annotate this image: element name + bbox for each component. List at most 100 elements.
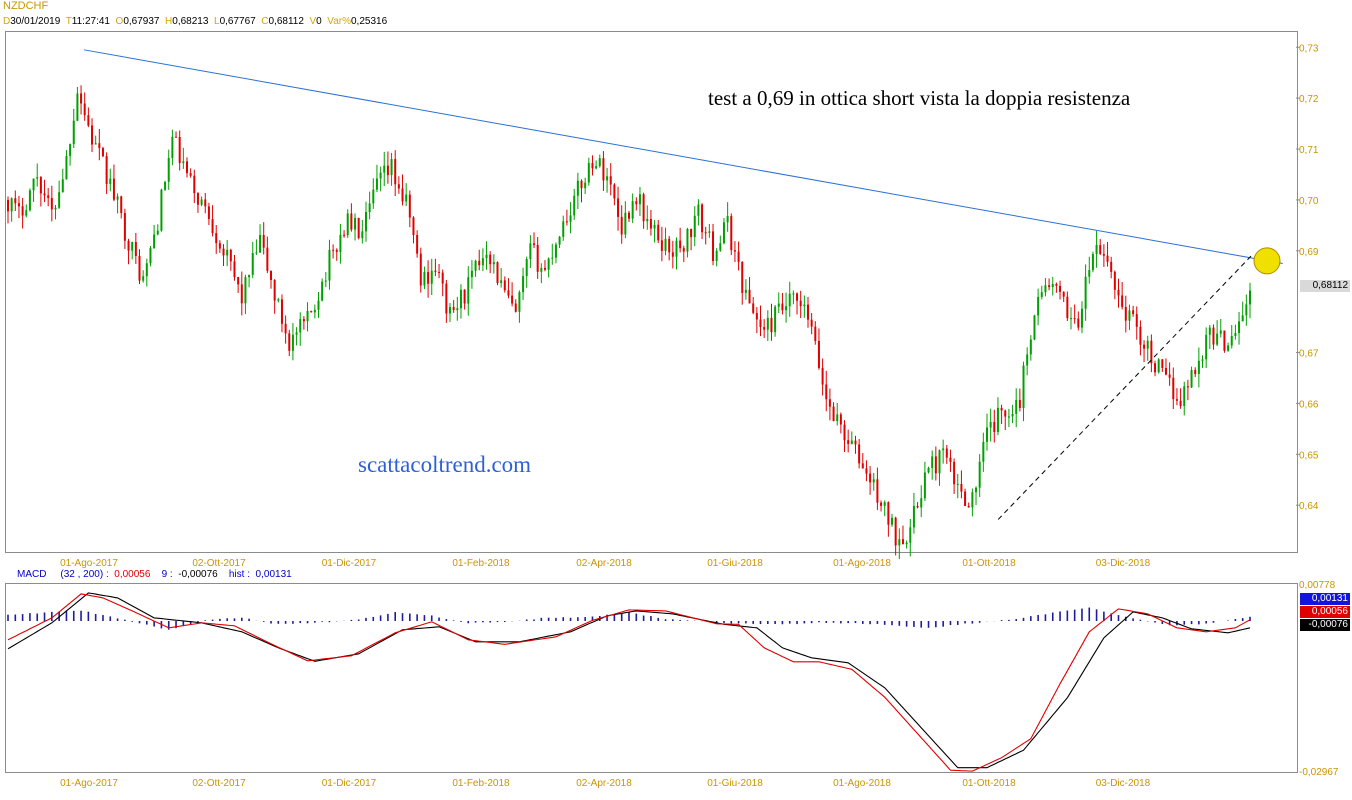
candle-body: [693, 215, 696, 238]
candle: [266, 236, 269, 274]
candle: [390, 152, 393, 186]
candle-body: [284, 323, 287, 334]
candle-body: [1015, 399, 1018, 414]
candle: [836, 402, 839, 426]
candle-body: [562, 221, 565, 237]
candle: [843, 420, 846, 453]
candle-body: [1201, 359, 1204, 361]
candle-body: [361, 231, 364, 239]
candle-body: [733, 250, 736, 252]
candle: [1110, 256, 1113, 279]
candle-body: [394, 159, 397, 185]
candle-body: [83, 103, 86, 116]
signal-line: [7, 592, 1251, 769]
quote-high: 0,68213: [172, 16, 209, 27]
candle: [701, 203, 704, 240]
candle-body: [171, 136, 174, 158]
candle: [1000, 404, 1003, 425]
candle-body: [1059, 285, 1062, 292]
candle-body: [843, 424, 846, 441]
candle-body: [211, 219, 214, 234]
candle: [825, 370, 828, 412]
candle-body: [1175, 399, 1178, 401]
candle: [412, 216, 415, 244]
candle-body: [704, 232, 707, 234]
candle: [777, 292, 780, 313]
candle: [244, 274, 247, 315]
candle: [324, 271, 327, 288]
candle-body: [934, 456, 937, 474]
candle-body: [441, 272, 444, 284]
candle-body: [156, 230, 159, 235]
candle: [28, 188, 31, 212]
candle: [839, 412, 842, 434]
candle: [624, 201, 627, 239]
candle: [1168, 362, 1171, 386]
candle-body: [953, 461, 956, 485]
candle-body: [478, 260, 481, 266]
candle-body: [1099, 245, 1102, 254]
candle: [1227, 342, 1230, 352]
candle: [496, 261, 499, 286]
price-pane[interactable]: [5, 31, 1298, 553]
candle: [712, 223, 715, 266]
candle-body: [872, 479, 875, 483]
candle-body: [463, 289, 466, 304]
macd-tick-label: 0,00778: [1299, 580, 1336, 591]
candle: [299, 312, 302, 346]
candle-body: [1132, 310, 1135, 315]
candle-body: [785, 306, 788, 311]
candle: [609, 163, 612, 196]
candle: [142, 270, 145, 283]
candle: [302, 316, 305, 330]
macd-hist-tag: 0,00131: [1300, 593, 1350, 605]
candle-body: [427, 272, 430, 284]
candle-body: [533, 243, 536, 245]
candle-body: [1029, 339, 1032, 355]
candle-body: [350, 213, 353, 230]
candle: [858, 439, 861, 469]
candle: [280, 294, 283, 333]
candle-body: [1143, 344, 1146, 349]
candle: [445, 279, 448, 323]
candle: [865, 460, 868, 482]
date-tick-label: 03-Dic-2018: [1096, 558, 1151, 569]
candle: [1091, 251, 1094, 273]
candle: [200, 196, 203, 207]
candle-body: [975, 487, 978, 493]
candle-body: [474, 260, 477, 271]
candle-body: [894, 517, 897, 546]
candle: [1117, 278, 1120, 308]
candle-body: [237, 277, 240, 285]
candle: [1143, 340, 1146, 363]
candle: [1124, 295, 1127, 333]
candle: [1044, 278, 1047, 297]
candle-body: [1183, 386, 1186, 406]
candle: [175, 131, 178, 138]
candle: [211, 205, 214, 237]
candle: [1011, 404, 1014, 424]
candle-body: [1168, 374, 1171, 378]
candle-body: [416, 235, 419, 254]
candle: [164, 180, 167, 191]
date-tick-label: 02-Ott-2017: [192, 778, 246, 789]
candle: [869, 465, 872, 495]
candle-body: [138, 255, 141, 281]
candle-body: [1091, 253, 1094, 271]
candle: [240, 271, 243, 316]
candle-body: [708, 231, 711, 233]
candle: [540, 263, 543, 284]
candle-body: [1121, 295, 1124, 307]
candle: [310, 310, 313, 313]
candle-body: [1219, 330, 1222, 334]
candle: [14, 190, 17, 212]
candle-body: [1227, 345, 1230, 351]
candle-body: [101, 148, 104, 157]
candle: [21, 197, 24, 229]
candle: [91, 118, 94, 153]
candle: [397, 176, 400, 194]
candle: [112, 164, 115, 202]
price-tick-label: 0,69: [1299, 247, 1319, 258]
candle-body: [799, 300, 802, 307]
